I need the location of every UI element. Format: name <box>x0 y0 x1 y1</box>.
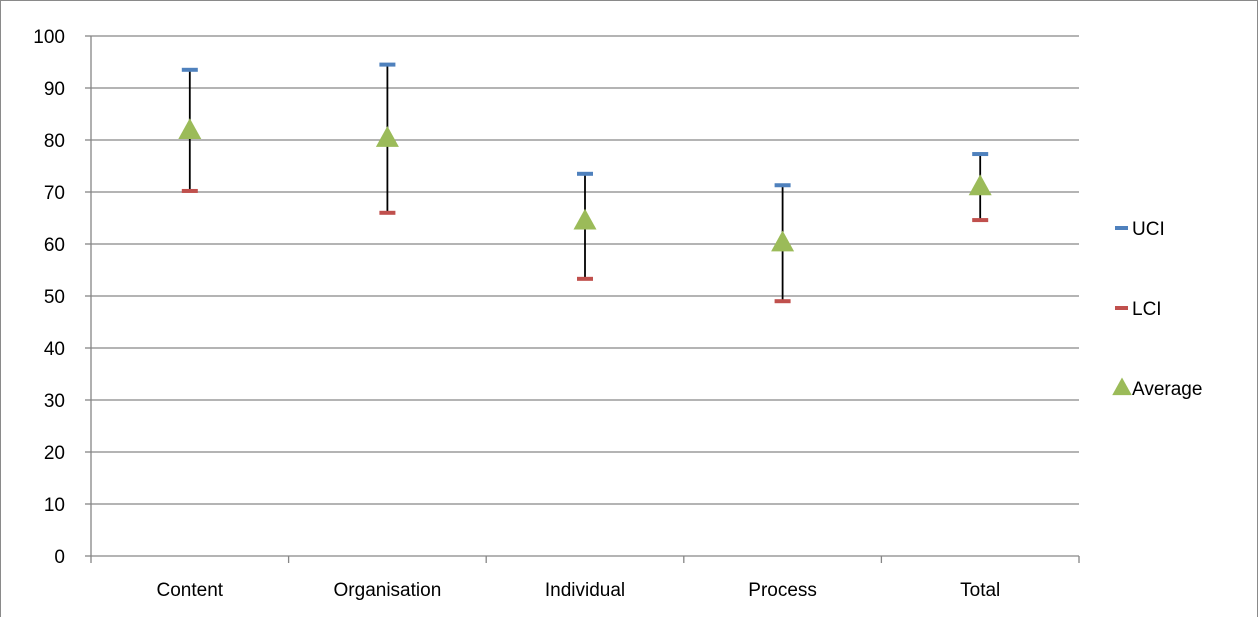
legend: UCI LCI Average <box>1112 219 1202 400</box>
x-tick-label-organisation: Organisation <box>334 580 442 601</box>
legend-lci-label: LCI <box>1132 299 1162 320</box>
lci-marker-total <box>972 218 989 223</box>
y-tick-label-40: 40 <box>44 339 65 360</box>
axes <box>85 35 1080 563</box>
y-tick-label-70: 70 <box>44 183 65 204</box>
legend-average-label: Average <box>1132 379 1202 400</box>
y-tick-label-50: 50 <box>44 287 65 308</box>
x-tick-label-content: Content <box>157 580 224 601</box>
x-tick-label-total: Total <box>960 580 1000 601</box>
legend-uci-label: UCI <box>1132 219 1165 240</box>
y-tick-label-30: 30 <box>44 391 65 412</box>
average-marker-total <box>968 174 992 196</box>
lci-marker-organisation <box>379 210 396 215</box>
y-tick-label-20: 20 <box>44 443 65 464</box>
lci-marker-process <box>774 299 791 304</box>
y-tick-label-60: 60 <box>44 235 65 256</box>
y-tick-label-10: 10 <box>44 495 65 516</box>
uci-marker-content <box>181 67 198 72</box>
uci-marker-individual <box>577 171 593 176</box>
interval-lines <box>188 64 982 302</box>
x-tick-label-process: Process <box>748 580 817 601</box>
uci-marker-process <box>774 183 791 188</box>
y-axis-tick-labels: 0 10 20 30 40 50 60 70 80 90 100 <box>33 27 65 568</box>
legend-uci-swatch <box>1115 226 1128 230</box>
average-marker-content <box>178 118 202 140</box>
average-marker-individual <box>573 208 597 230</box>
average-marker-process <box>771 230 795 252</box>
y-tick-label-100: 100 <box>33 27 65 48</box>
x-axis-tick-labels: Content Organisation Individual Process Tota… <box>157 580 1001 601</box>
average-marker-organisation <box>375 126 399 147</box>
lci-marker-content <box>181 188 198 193</box>
uci-marker-total <box>972 152 989 157</box>
y-tick-label-0: 0 <box>54 547 65 568</box>
uci-marker-organisation <box>379 62 396 67</box>
legend-lci-swatch <box>1115 306 1128 310</box>
gridlines <box>91 35 1079 505</box>
legend-average-swatch <box>1112 377 1132 396</box>
data-markers <box>178 62 992 304</box>
lci-marker-individual <box>577 276 593 281</box>
x-tick-label-individual: Individual <box>545 580 625 601</box>
y-tick-label-90: 90 <box>44 79 65 100</box>
y-tick-label-80: 80 <box>44 131 65 152</box>
